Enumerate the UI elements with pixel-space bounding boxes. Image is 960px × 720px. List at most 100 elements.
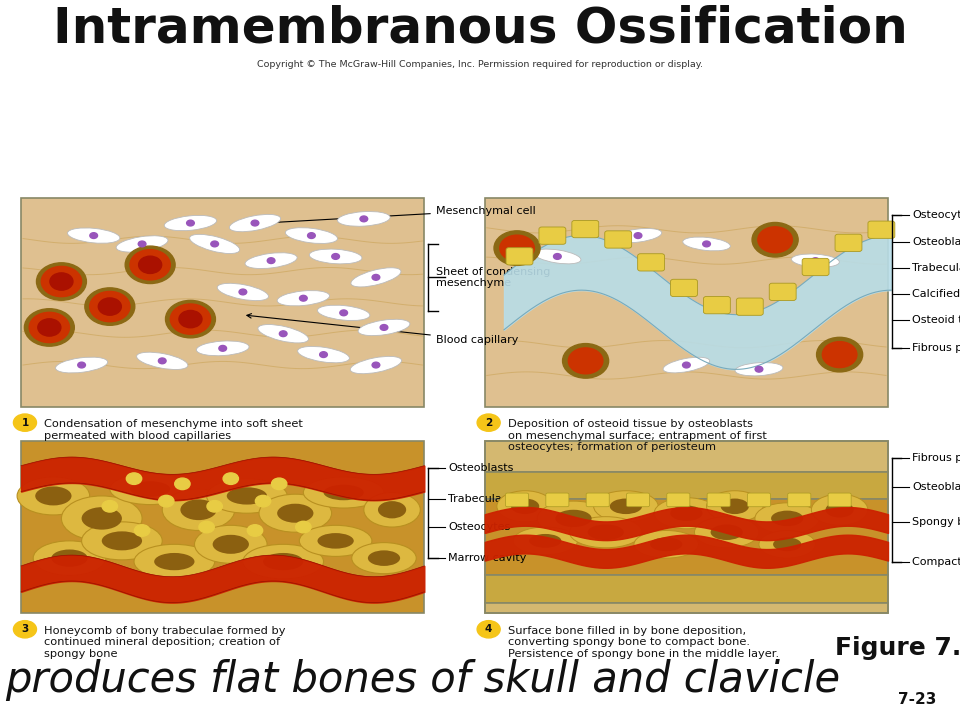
- Bar: [485, 198, 888, 407]
- Ellipse shape: [634, 531, 699, 558]
- Ellipse shape: [155, 553, 195, 570]
- Text: Deposition of osteoid tissue by osteoblasts
on mesenchymal surface; entrapment o: Deposition of osteoid tissue by osteobla…: [508, 419, 767, 452]
- Ellipse shape: [350, 356, 401, 374]
- Text: 2: 2: [485, 418, 492, 428]
- Ellipse shape: [245, 253, 298, 269]
- Ellipse shape: [309, 249, 362, 264]
- Ellipse shape: [164, 215, 217, 230]
- Ellipse shape: [755, 503, 820, 534]
- Ellipse shape: [197, 341, 249, 356]
- Ellipse shape: [826, 502, 853, 518]
- Circle shape: [138, 241, 146, 247]
- Ellipse shape: [277, 504, 314, 523]
- FancyBboxPatch shape: [539, 227, 565, 244]
- Text: Osteocytes: Osteocytes: [448, 522, 511, 532]
- Circle shape: [683, 362, 690, 368]
- Ellipse shape: [136, 352, 188, 369]
- Ellipse shape: [229, 215, 280, 232]
- Circle shape: [50, 273, 73, 290]
- Text: Osteoid tissue: Osteoid tissue: [912, 315, 960, 325]
- Ellipse shape: [654, 498, 719, 528]
- Ellipse shape: [694, 517, 759, 548]
- FancyBboxPatch shape: [637, 253, 664, 271]
- Circle shape: [179, 310, 202, 328]
- Circle shape: [165, 300, 215, 338]
- Circle shape: [320, 352, 327, 358]
- Circle shape: [554, 253, 562, 259]
- Text: Figure 7.8: Figure 7.8: [835, 636, 960, 660]
- Circle shape: [37, 319, 60, 336]
- Bar: [485, 500, 888, 575]
- Circle shape: [13, 621, 36, 638]
- Text: Fibrous periosteum: Fibrous periosteum: [912, 453, 960, 463]
- Circle shape: [500, 235, 535, 261]
- Ellipse shape: [773, 537, 802, 552]
- Circle shape: [170, 304, 210, 334]
- Circle shape: [477, 621, 500, 638]
- Circle shape: [635, 233, 642, 238]
- Circle shape: [158, 358, 166, 364]
- Text: Sheet of condensing
mesenchyme: Sheet of condensing mesenchyme: [436, 266, 550, 288]
- Circle shape: [494, 231, 540, 266]
- Circle shape: [186, 220, 194, 226]
- FancyBboxPatch shape: [788, 493, 811, 507]
- FancyBboxPatch shape: [670, 279, 697, 297]
- Circle shape: [372, 362, 380, 368]
- Circle shape: [752, 222, 798, 257]
- Ellipse shape: [318, 533, 354, 549]
- Circle shape: [125, 246, 175, 284]
- Ellipse shape: [259, 494, 331, 532]
- Text: Trabecula: Trabecula: [912, 263, 960, 273]
- Bar: [21, 441, 424, 613]
- FancyBboxPatch shape: [708, 493, 731, 507]
- Circle shape: [41, 266, 82, 297]
- Ellipse shape: [324, 485, 364, 500]
- Ellipse shape: [683, 237, 731, 251]
- Circle shape: [127, 473, 142, 485]
- Text: Intramembranous Ossification: Intramembranous Ossification: [53, 5, 907, 53]
- Text: Marrow cavity: Marrow cavity: [448, 553, 527, 563]
- Bar: [21, 198, 424, 407]
- Ellipse shape: [190, 235, 240, 253]
- Ellipse shape: [303, 477, 384, 508]
- Text: Surface bone filled in by bone deposition,
converting spongy bone to compact bon: Surface bone filled in by bone depositio…: [508, 626, 779, 659]
- Text: Copyright © The McGraw-Hill Companies, Inc. Permission required for reproduction: Copyright © The McGraw-Hill Companies, I…: [257, 60, 703, 69]
- Text: 1: 1: [21, 418, 29, 428]
- Circle shape: [98, 298, 121, 315]
- Ellipse shape: [513, 527, 578, 554]
- Circle shape: [296, 521, 311, 533]
- Circle shape: [703, 241, 710, 247]
- Ellipse shape: [529, 534, 562, 548]
- Text: Osteocyte: Osteocyte: [912, 210, 960, 220]
- Circle shape: [223, 473, 238, 485]
- FancyBboxPatch shape: [835, 234, 862, 251]
- Text: Osteoblasts: Osteoblasts: [912, 237, 960, 247]
- Text: produces flat bones of skull and clavicle: produces flat bones of skull and clavicl…: [5, 660, 840, 701]
- Ellipse shape: [593, 491, 659, 522]
- Ellipse shape: [588, 524, 624, 540]
- Circle shape: [90, 233, 98, 238]
- Ellipse shape: [36, 487, 71, 505]
- Ellipse shape: [759, 531, 815, 558]
- Bar: [485, 441, 888, 472]
- Circle shape: [134, 525, 150, 536]
- Bar: [485, 441, 888, 613]
- Circle shape: [279, 331, 287, 337]
- Circle shape: [130, 250, 170, 280]
- Text: Fibrous periosteum: Fibrous periosteum: [912, 343, 960, 354]
- Circle shape: [13, 414, 36, 431]
- Circle shape: [36, 263, 86, 300]
- Circle shape: [380, 325, 388, 330]
- Ellipse shape: [721, 498, 749, 514]
- Ellipse shape: [351, 543, 417, 574]
- Circle shape: [756, 366, 763, 372]
- Circle shape: [340, 310, 348, 315]
- Ellipse shape: [538, 501, 610, 536]
- Ellipse shape: [511, 498, 540, 514]
- Bar: [485, 575, 888, 603]
- Circle shape: [811, 258, 819, 264]
- Text: Compact bone: Compact bone: [912, 557, 960, 567]
- Text: Calcified bone: Calcified bone: [912, 289, 960, 299]
- Text: Trabeculae: Trabeculae: [448, 495, 509, 505]
- Circle shape: [823, 342, 857, 367]
